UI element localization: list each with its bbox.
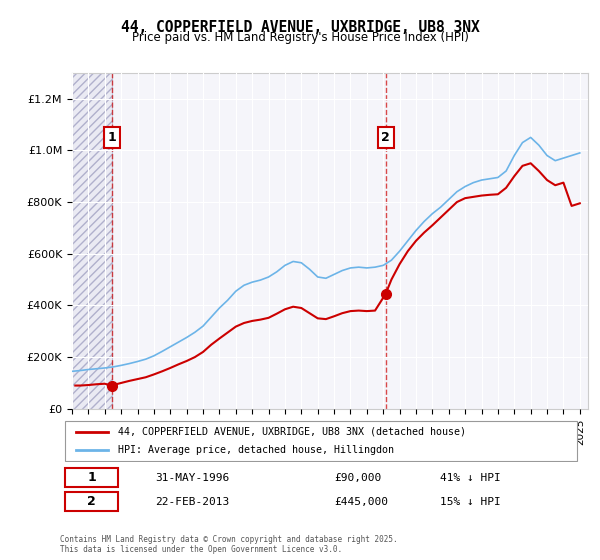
Text: Contains HM Land Registry data © Crown copyright and database right 2025.
This d: Contains HM Land Registry data © Crown c…	[60, 535, 398, 554]
FancyBboxPatch shape	[65, 421, 577, 461]
Text: 1: 1	[88, 472, 96, 484]
Text: 41% ↓ HPI: 41% ↓ HPI	[440, 473, 501, 483]
Text: £90,000: £90,000	[335, 473, 382, 483]
Text: 31-MAY-1996: 31-MAY-1996	[155, 473, 229, 483]
Text: HPI: Average price, detached house, Hillingdon: HPI: Average price, detached house, Hill…	[118, 445, 394, 455]
Text: Price paid vs. HM Land Registry's House Price Index (HPI): Price paid vs. HM Land Registry's House …	[131, 31, 469, 44]
Text: 2: 2	[382, 131, 390, 144]
FancyBboxPatch shape	[65, 492, 118, 511]
Text: 2: 2	[88, 495, 96, 508]
Bar	[72, 73, 112, 409]
Text: 1: 1	[107, 131, 116, 144]
Text: 44, COPPERFIELD AVENUE, UXBRIDGE, UB8 3NX: 44, COPPERFIELD AVENUE, UXBRIDGE, UB8 3N…	[121, 20, 479, 35]
Text: 44, COPPERFIELD AVENUE, UXBRIDGE, UB8 3NX (detached house): 44, COPPERFIELD AVENUE, UXBRIDGE, UB8 3N…	[118, 427, 466, 437]
Text: £445,000: £445,000	[335, 497, 389, 507]
Bar	[72, 73, 112, 409]
Text: 22-FEB-2013: 22-FEB-2013	[155, 497, 229, 507]
FancyBboxPatch shape	[65, 468, 118, 487]
Text: 15% ↓ HPI: 15% ↓ HPI	[440, 497, 501, 507]
